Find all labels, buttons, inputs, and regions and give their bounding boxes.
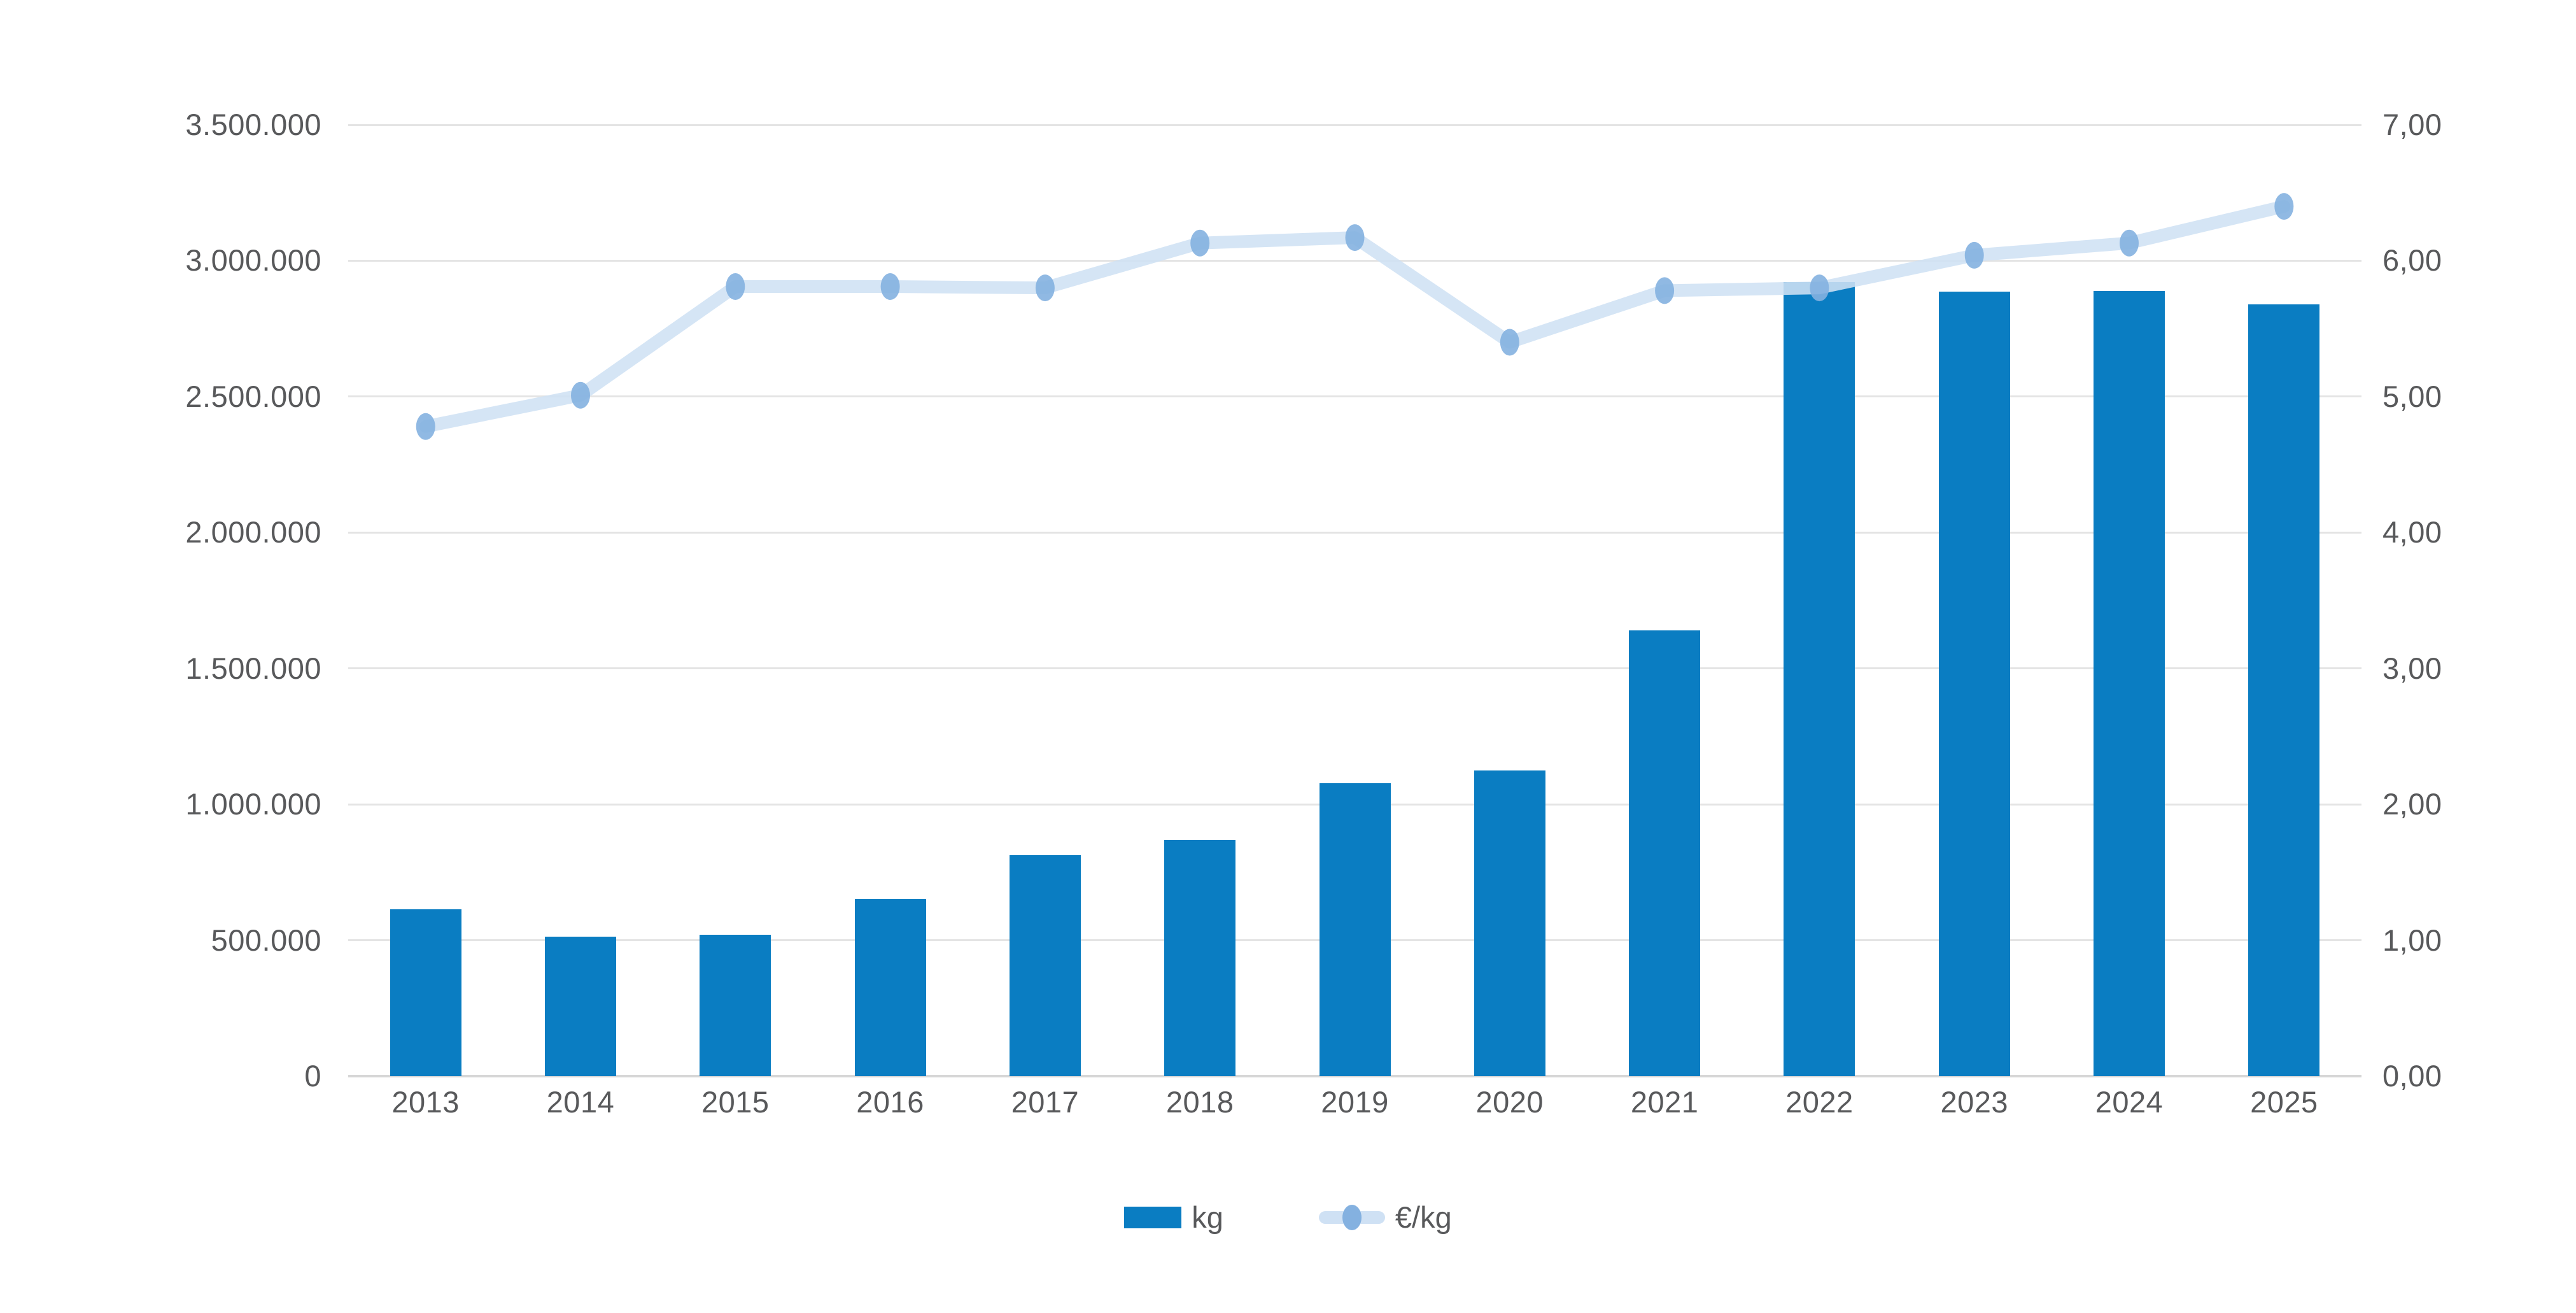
legend-item-eur-per-kg: €/kg	[1318, 1198, 1452, 1237]
y-axis-left-tick-label: 0	[304, 1059, 321, 1093]
x-axis-year-label: 2016	[856, 1085, 924, 1119]
x-axis-year-label: 2019	[1321, 1085, 1389, 1119]
kg-bar-2024	[2094, 290, 2165, 1076]
price-dot-2020	[1500, 329, 1519, 356]
kg-bar-2017	[1009, 855, 1081, 1076]
kg-bar-2023	[1938, 291, 2010, 1076]
legend-item-kg: kg	[1124, 1198, 1223, 1237]
kg-bar-2022	[1784, 281, 1855, 1076]
line-dot-icon	[1342, 1205, 1362, 1230]
y-axis-left-tick-label: 1.500.000	[185, 651, 321, 685]
gridline	[348, 259, 2361, 262]
kg-bar-2013	[390, 909, 461, 1076]
price-dot-2013	[416, 413, 435, 440]
y-axis-left-tick-label: 1.000.000	[185, 787, 321, 821]
price-dot-2021	[1655, 277, 1675, 304]
price-dot-2016	[880, 273, 900, 300]
kg-bar-swatch-icon	[1124, 1207, 1182, 1228]
y-axis-right-tick-label: 6,00	[2382, 243, 2442, 278]
legend-label-eur-per-kg: €/kg	[1395, 1200, 1452, 1234]
y-axis-left-tick-label: 2.500.000	[185, 379, 321, 413]
kg-bar-2016	[854, 899, 926, 1076]
price-dot-2018	[1190, 229, 1210, 257]
y-axis-left-tick-label: 3.000.000	[185, 243, 321, 278]
y-axis-right-tick-label: 2,00	[2382, 787, 2442, 821]
x-axis-year-label: 2015	[701, 1085, 770, 1119]
price-dot-2017	[1035, 274, 1055, 302]
price-dot-2019	[1345, 224, 1365, 252]
x-axis-year-label: 2025	[2250, 1085, 2318, 1119]
gridline	[348, 531, 2361, 534]
x-axis-year-label: 2014	[546, 1085, 615, 1119]
y-axis-right-tick-label: 0,00	[2382, 1059, 2442, 1093]
y-axis-left-tick-label: 3.500.000	[185, 108, 321, 141]
y-axis-right-tick-label: 5,00	[2382, 379, 2442, 413]
x-axis-year-label: 2022	[1785, 1085, 1854, 1119]
kg-bar-2018	[1164, 840, 1236, 1076]
price-dot-2023	[1964, 241, 1984, 269]
kg-bar-2020	[1474, 770, 1545, 1076]
y-axis-left-tick-label: 2.000.000	[185, 515, 321, 550]
price-dot-2024	[2120, 229, 2139, 257]
x-axis-year-label: 2017	[1011, 1085, 1080, 1119]
price-dot-2015	[726, 273, 745, 300]
legend: kg €/kg	[0, 1198, 2576, 1237]
x-axis-year-label: 2018	[1165, 1085, 1234, 1119]
x-axis-year-label: 2024	[2095, 1085, 2164, 1119]
price-dot-2025	[2274, 193, 2294, 220]
y-axis-right-tick-label: 3,00	[2382, 651, 2442, 685]
x-axis-year-label: 2021	[1630, 1085, 1699, 1119]
kg-bar-2021	[1629, 630, 1701, 1076]
y-axis-right-tick-label: 4,00	[2382, 515, 2442, 550]
gridline	[348, 667, 2361, 670]
x-axis-year-label: 2020	[1475, 1085, 1544, 1119]
price-line-swatch-icon	[1318, 1204, 1385, 1231]
x-axis-year-label: 2013	[391, 1085, 460, 1119]
x-axis-year-label: 2023	[1940, 1085, 2008, 1119]
gridline	[348, 124, 2361, 126]
kg-bar-2015	[700, 935, 771, 1076]
x-axis-baseline	[348, 1075, 2361, 1077]
y-axis-right-tick-label: 7,00	[2382, 108, 2442, 141]
gridline	[348, 395, 2361, 398]
y-axis-left-tick-label: 500.000	[211, 923, 321, 957]
kg-bar-2014	[544, 937, 616, 1076]
y-axis-right-tick-label: 1,00	[2382, 923, 2442, 957]
kg-bar-2025	[2248, 304, 2320, 1076]
kg-bar-2019	[1319, 783, 1391, 1076]
legend-label-kg: kg	[1192, 1200, 1223, 1234]
